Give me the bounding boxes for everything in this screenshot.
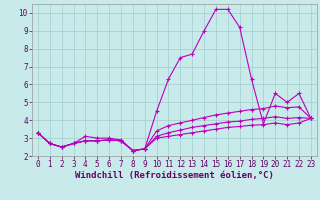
- X-axis label: Windchill (Refroidissement éolien,°C): Windchill (Refroidissement éolien,°C): [75, 171, 274, 180]
